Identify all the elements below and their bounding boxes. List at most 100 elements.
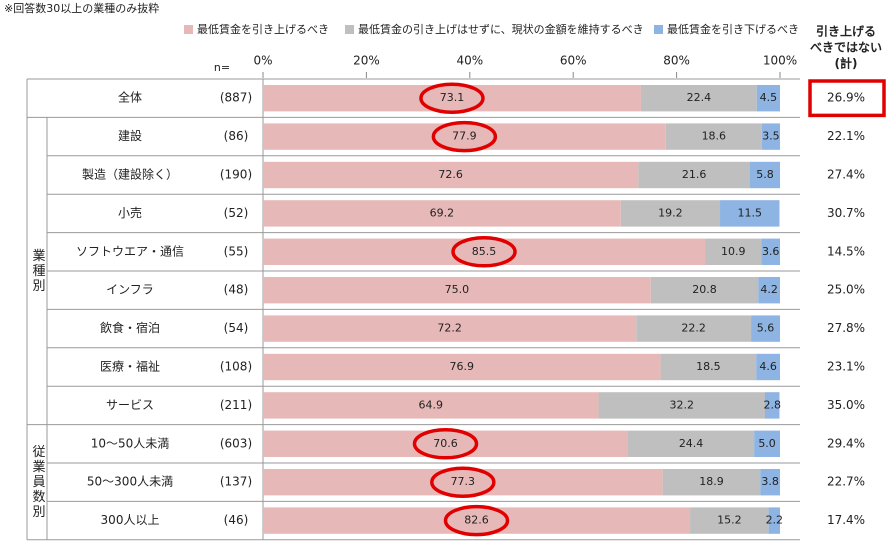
bar-segment (263, 353, 661, 381)
x-tick-label: 0% (253, 54, 272, 68)
legend-label: 最低賃金を引き上げるべき (197, 22, 329, 36)
value-label: 85.5 (472, 245, 497, 258)
n-label: (48) (224, 283, 249, 297)
category-label: 50～300人未満 (87, 475, 173, 489)
n-label: (52) (224, 206, 249, 220)
side-value: 26.9% (827, 91, 865, 105)
x-tick-label: 60% (560, 54, 587, 68)
note: ※回答数30以上の業種のみ抜粋 (4, 1, 159, 15)
bar-segment (750, 161, 780, 189)
value-label: 76.9 (450, 360, 475, 373)
value-label: 70.6 (433, 437, 458, 450)
bar-segment (756, 353, 780, 381)
x-tick-label: 100% (763, 54, 797, 68)
bar-segment (650, 277, 759, 304)
bar-segment (720, 200, 780, 227)
n-label: (887) (220, 91, 252, 105)
bar-segment (760, 469, 780, 496)
side-value: 29.4% (827, 436, 865, 450)
value-label: 18.5 (696, 360, 721, 373)
value-label: 24.4 (679, 437, 704, 450)
value-label: 3.6 (762, 245, 780, 258)
value-label: 4.5 (760, 91, 778, 104)
legend-swatch (654, 25, 663, 34)
n-label: (55) (224, 244, 249, 258)
category-label: 300人以上 (101, 513, 160, 527)
bar-segment (761, 123, 780, 150)
bar-segment (754, 430, 780, 457)
category-label: 全体 (118, 90, 142, 105)
n-label: (86) (224, 129, 249, 143)
bar-segment (263, 238, 706, 265)
value-label: 32.2 (670, 398, 695, 411)
value-label: 3.8 (761, 475, 779, 488)
value-label: 18.9 (699, 475, 724, 488)
n-label: (603) (220, 436, 252, 450)
bar-segment (598, 392, 766, 419)
category-label: 10～50人未満 (91, 436, 170, 450)
bar-segment (263, 85, 641, 112)
value-label: 75.0 (445, 283, 470, 296)
category-label: 小売 (118, 205, 142, 220)
bar-segment (263, 200, 621, 227)
legend-swatch (184, 25, 193, 34)
value-label: 4.6 (759, 360, 777, 373)
n-label: (46) (224, 513, 249, 527)
side-value: 25.0% (827, 283, 865, 297)
bar-segment (263, 507, 691, 534)
category-label: 建設 (118, 128, 142, 143)
value-label: 20.8 (692, 283, 717, 296)
bar-segment (628, 430, 755, 457)
side-value: 17.4% (827, 513, 865, 527)
value-label: 11.5 (738, 206, 763, 219)
value-label: 69.2 (430, 206, 455, 219)
x-tick-label: 40% (456, 54, 483, 68)
bar-segment (620, 200, 721, 227)
x-tick-label: 20% (353, 54, 380, 68)
side-value: 27.8% (827, 321, 865, 335)
bar-segment (705, 238, 762, 265)
side-value: 14.5% (827, 244, 865, 258)
category-label: 医療・福祉 (100, 359, 160, 374)
value-label: 22.4 (687, 91, 712, 104)
bar-segment (662, 469, 761, 496)
bar-segment (638, 161, 751, 189)
legend-swatch (345, 25, 354, 34)
highlight-circle (430, 466, 496, 498)
side-value: 35.0% (827, 398, 865, 412)
highlight-box (808, 79, 886, 118)
value-label: 77.3 (451, 475, 476, 488)
legend-label: 最低賃金を引き下げるべき (667, 22, 799, 36)
bar-segment (263, 469, 663, 496)
side-value: 23.1% (827, 360, 865, 374)
side-value: 22.7% (827, 475, 865, 489)
bar-segment (665, 123, 762, 150)
n-label: (137) (220, 475, 252, 489)
side-header: (計) (835, 56, 858, 71)
bar-segment (263, 392, 599, 419)
category-label: インフラ (106, 283, 154, 297)
group-label: 従業員数別 (30, 445, 46, 520)
bar-segment (756, 85, 780, 112)
n-label: (190) (220, 168, 252, 182)
category-label: 飲食・宿泊 (100, 320, 160, 335)
value-label: 5.8 (756, 168, 774, 181)
value-label: 2.2 (766, 514, 784, 527)
bar-segment (768, 507, 780, 534)
bar-segment (690, 507, 769, 534)
legend-label: 最低賃金の引き上げはせずに、現状の金額を維持するべき (358, 22, 644, 36)
side-header: べきではない (810, 41, 882, 55)
highlight-circle (431, 120, 498, 153)
value-label: 64.9 (419, 398, 444, 411)
value-label: 5.0 (758, 437, 776, 450)
value-label: 4.2 (760, 283, 778, 296)
bar-segment (263, 277, 651, 304)
highlight-circle (412, 428, 479, 460)
bar-segment (263, 123, 666, 150)
bar-segment (263, 315, 637, 342)
bar-segment (263, 430, 629, 457)
side-header: 引き上げる (816, 24, 876, 39)
bar-segment (640, 85, 757, 112)
bar-segment (761, 238, 780, 265)
